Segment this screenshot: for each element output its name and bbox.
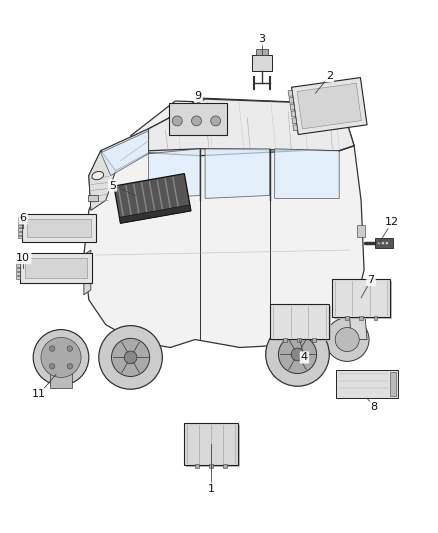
Circle shape <box>211 116 221 126</box>
Bar <box>16 256 20 259</box>
Circle shape <box>378 241 381 245</box>
Polygon shape <box>89 151 116 211</box>
Bar <box>288 90 293 96</box>
Circle shape <box>124 351 137 364</box>
Bar <box>88 196 98 201</box>
Bar <box>297 338 301 342</box>
Bar <box>195 464 199 468</box>
Bar <box>114 174 191 223</box>
Polygon shape <box>145 98 344 156</box>
Bar <box>18 228 22 231</box>
Text: 9: 9 <box>194 91 201 101</box>
Circle shape <box>385 241 389 245</box>
Text: 4: 4 <box>301 352 308 362</box>
Text: 1: 1 <box>208 483 215 494</box>
Circle shape <box>49 364 55 369</box>
Polygon shape <box>148 149 200 198</box>
Bar <box>18 236 22 238</box>
Bar <box>170 103 227 135</box>
Text: 12: 12 <box>385 217 399 227</box>
Bar <box>16 264 20 267</box>
Text: 10: 10 <box>16 253 30 263</box>
Bar <box>256 50 268 55</box>
Bar <box>252 55 272 71</box>
Bar <box>290 104 295 110</box>
Circle shape <box>381 241 385 245</box>
Circle shape <box>325 318 369 361</box>
Circle shape <box>279 335 317 374</box>
Polygon shape <box>205 149 270 198</box>
Circle shape <box>335 327 359 352</box>
Bar <box>390 373 396 396</box>
Polygon shape <box>84 250 91 295</box>
Circle shape <box>172 116 182 126</box>
Circle shape <box>112 338 150 376</box>
Polygon shape <box>101 131 148 175</box>
Bar <box>120 205 191 223</box>
Polygon shape <box>101 129 148 171</box>
Bar <box>27 219 91 237</box>
Bar <box>20 253 92 283</box>
Text: 8: 8 <box>371 402 378 412</box>
Bar <box>283 338 286 342</box>
Polygon shape <box>131 101 339 160</box>
Text: 5: 5 <box>109 181 116 190</box>
Bar <box>18 232 22 235</box>
Circle shape <box>99 326 162 389</box>
Bar <box>359 316 363 320</box>
Bar <box>223 464 227 468</box>
Bar <box>312 338 316 342</box>
Bar <box>18 217 22 220</box>
Polygon shape <box>275 149 339 198</box>
Bar <box>272 306 331 341</box>
Bar <box>18 224 22 228</box>
Circle shape <box>33 329 89 385</box>
Circle shape <box>291 348 304 361</box>
Bar <box>16 268 20 271</box>
Polygon shape <box>84 99 364 348</box>
Text: 3: 3 <box>258 35 265 44</box>
Bar <box>22 214 96 242</box>
Bar <box>209 464 213 468</box>
Ellipse shape <box>92 172 104 180</box>
Text: 6: 6 <box>20 213 27 223</box>
Polygon shape <box>148 99 354 151</box>
Bar <box>25 258 87 278</box>
Bar <box>186 425 240 467</box>
Bar <box>270 304 329 339</box>
Circle shape <box>41 337 81 377</box>
Bar <box>18 221 22 224</box>
Bar <box>336 370 398 398</box>
Bar <box>293 125 297 131</box>
Circle shape <box>191 116 201 126</box>
Bar <box>332 279 390 317</box>
Bar <box>292 118 297 124</box>
Bar <box>16 260 20 263</box>
Bar <box>50 374 72 388</box>
Bar <box>357 225 365 237</box>
Circle shape <box>49 346 55 351</box>
Bar <box>375 238 393 248</box>
Bar <box>16 272 20 275</box>
Bar <box>292 78 367 134</box>
Bar <box>184 423 238 465</box>
Circle shape <box>67 346 73 351</box>
Bar <box>345 316 349 320</box>
Bar <box>374 316 378 320</box>
Circle shape <box>67 364 73 369</box>
Bar <box>297 83 361 129</box>
Circle shape <box>266 322 329 386</box>
Bar <box>289 97 294 103</box>
Text: 11: 11 <box>32 389 46 399</box>
Bar <box>16 276 20 279</box>
Text: 7: 7 <box>367 275 374 285</box>
Polygon shape <box>349 305 367 340</box>
Text: 2: 2 <box>326 71 333 81</box>
Bar <box>291 111 296 117</box>
Bar <box>334 281 392 319</box>
